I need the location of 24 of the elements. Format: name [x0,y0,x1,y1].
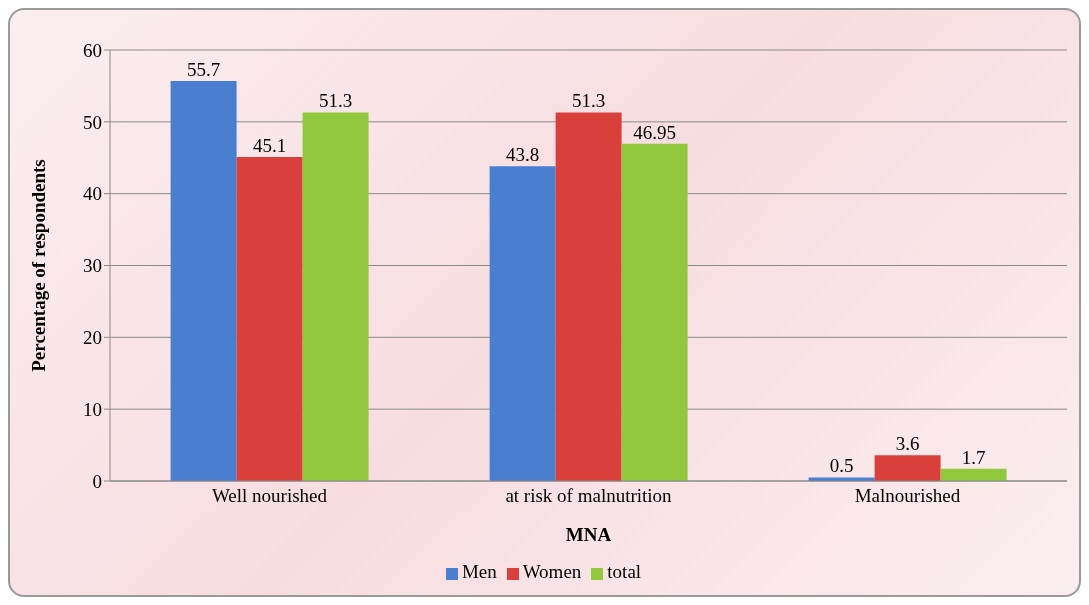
y-tick-label: 50 [83,111,102,133]
x-tick-label: Well nourished [211,485,328,507]
data-label: 51.3 [318,90,353,112]
y-tick-label: 60 [83,39,102,61]
y-tick-label: 10 [83,398,102,420]
data-label: 43.8 [505,144,540,166]
y-tick-label: 0 [92,470,102,492]
data-label: 46.95 [633,121,676,143]
data-label: 45.1 [252,135,287,157]
y-tick-label: 20 [83,327,102,349]
y-tick-label: 40 [83,183,102,205]
data-label: 3.6 [895,433,920,455]
data-label: 1.7 [961,446,986,468]
y-tick-label: 30 [83,255,102,277]
data-label: 0.5 [829,455,854,477]
y-axis-title: Percentage of respondents [27,159,49,372]
legend-label: total [607,561,642,582]
x-tick-label: Malnourished [854,485,961,507]
legend-label: Women [522,561,582,582]
data-label: 51.3 [571,90,606,112]
x-tick-label: at risk of malnutrition [505,485,673,507]
x-axis-title: MNA [565,524,612,545]
data-label: 55.7 [186,58,221,80]
legend-label: Men [461,561,497,582]
